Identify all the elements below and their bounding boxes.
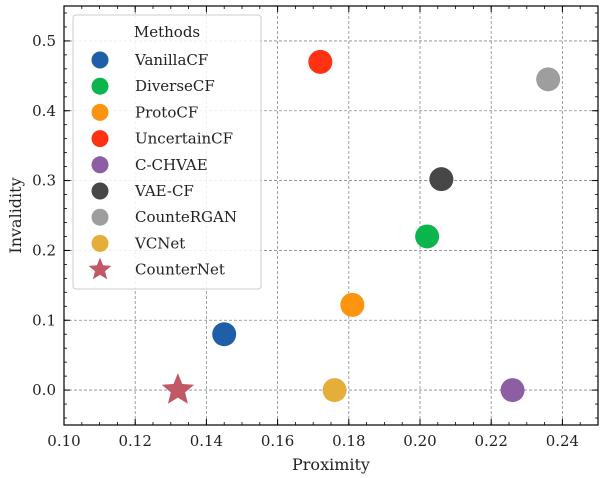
point-countergan — [536, 67, 561, 92]
y-tick-label: 0.4 — [32, 102, 56, 120]
plot-frame — [63, 5, 599, 426]
legend-label-protocf: ProtoCF — [135, 103, 198, 121]
legend-label-counternet: CounterNet — [135, 261, 225, 279]
y-tick-label: 0.2 — [32, 241, 56, 259]
x-tick-label: 0.22 — [474, 432, 507, 450]
legend-label-countergan: CounteRGAN — [135, 208, 237, 226]
y-axis-label: Invalidity — [6, 177, 25, 253]
legend-marker-countergan — [91, 208, 109, 226]
legend-marker-vanillacf — [91, 51, 109, 69]
axis-ticks: 0.10 0.12 0.14 0.16 0.18 0.20 0.22 0.24 0.0 0.1 0.… — [32, 6, 599, 450]
legend: Methods VanillaCF DiverseCF ProtoCF Uncertai… — [72, 14, 262, 290]
legend-marker-vae-cf — [91, 182, 109, 200]
x-tick-label: 0.14 — [190, 432, 223, 450]
y-tick-label: 0.1 — [32, 311, 56, 329]
legend-marker-vcnet — [91, 234, 109, 252]
legend-label-vcnet: VCNet — [134, 234, 185, 252]
point-vcnet — [322, 378, 347, 403]
legend-marker-diversecf — [91, 77, 109, 95]
y-tick-label: 0.3 — [32, 172, 56, 190]
x-tick-label: 0.10 — [47, 432, 80, 450]
legend-label-diversecf: DiverseCF — [135, 77, 215, 95]
y-tick-label: 0.5 — [32, 32, 56, 50]
legend-marker-counternet — [88, 257, 112, 280]
point-vae-cf — [429, 167, 454, 192]
data-points — [161, 49, 561, 404]
point-diversecf — [415, 224, 440, 249]
legend-label-c-chvae: C-CHVAE — [135, 156, 208, 174]
legend-marker-uncertaincf — [91, 130, 109, 148]
x-tick-label: 0.24 — [546, 432, 579, 450]
x-tick-label: 0.20 — [403, 432, 436, 450]
y-tick-label: 0.0 — [32, 381, 56, 399]
point-protocf — [340, 292, 365, 317]
legend-label-uncertaincf: UncertainCF — [135, 130, 233, 148]
x-tick-label: 0.16 — [261, 432, 294, 450]
x-tick-label: 0.12 — [118, 432, 151, 450]
legend-title: Methods — [134, 23, 200, 41]
legend-label-vanillacf: VanillaCF — [134, 51, 208, 69]
x-axis-label: Proximity — [292, 455, 370, 474]
point-counternet — [161, 373, 195, 404]
legend-marker-c-chvae — [91, 156, 109, 174]
legend-marker-protocf — [91, 103, 109, 121]
point-c-chvae — [500, 378, 525, 403]
point-uncertaincf — [308, 49, 333, 74]
x-tick-label: 0.18 — [332, 432, 365, 450]
point-vanillacf — [212, 322, 237, 347]
legend-box — [72, 14, 262, 290]
legend-label-vae-cf: VAE-CF — [134, 182, 194, 200]
